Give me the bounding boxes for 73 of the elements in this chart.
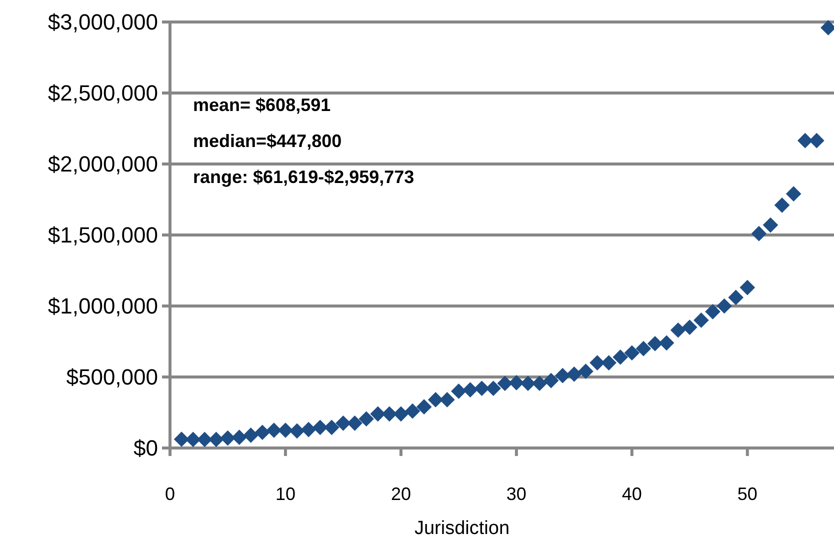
point bbox=[728, 290, 744, 306]
point bbox=[174, 432, 190, 447]
x-tick-label: 50 bbox=[737, 484, 758, 504]
point bbox=[416, 399, 432, 414]
y-tick-label: $1,500,000 bbox=[48, 222, 158, 248]
x-tick-label: 0 bbox=[164, 484, 176, 504]
point bbox=[324, 420, 340, 436]
point bbox=[266, 422, 282, 438]
point bbox=[370, 406, 386, 422]
point bbox=[254, 424, 270, 440]
point bbox=[520, 376, 536, 392]
y-tick-label: $2,000,000 bbox=[48, 152, 158, 177]
point bbox=[232, 430, 247, 446]
point bbox=[705, 304, 720, 320]
point bbox=[716, 298, 732, 314]
point bbox=[647, 336, 663, 352]
x-axis-title: Jurisdiction bbox=[414, 518, 510, 539]
x-tick-label: 10 bbox=[275, 484, 296, 504]
point bbox=[682, 320, 698, 335]
annotation: range: $61,619-$2,959,773 bbox=[193, 167, 414, 187]
point bbox=[451, 384, 466, 399]
y-tick-label: $500,000 bbox=[66, 364, 158, 390]
point bbox=[694, 312, 709, 328]
point bbox=[532, 376, 548, 392]
point bbox=[658, 335, 674, 351]
y-tick-label: $0 bbox=[134, 436, 158, 461]
point bbox=[289, 423, 305, 439]
point bbox=[670, 322, 686, 338]
point bbox=[497, 376, 513, 392]
point bbox=[428, 392, 444, 408]
point bbox=[393, 406, 409, 422]
point bbox=[578, 364, 594, 379]
point bbox=[358, 411, 374, 427]
point bbox=[243, 428, 259, 443]
y-tick-label: $2,500,000 bbox=[48, 80, 158, 106]
y-tick-label: $3,000,000 bbox=[48, 10, 158, 35]
x-tick-label: 40 bbox=[622, 484, 642, 504]
y-tick-label: $1,000,000 bbox=[48, 294, 158, 319]
point bbox=[786, 186, 802, 202]
point bbox=[347, 415, 362, 431]
point bbox=[809, 132, 824, 148]
x-tick-label: 20 bbox=[390, 484, 411, 504]
point bbox=[312, 420, 328, 436]
point bbox=[404, 403, 420, 419]
point bbox=[382, 406, 398, 422]
point bbox=[208, 432, 224, 448]
point bbox=[797, 132, 813, 148]
annotation: mean= $608,591 bbox=[193, 95, 331, 115]
point bbox=[624, 345, 640, 361]
point bbox=[762, 217, 778, 233]
x-tick-label: 30 bbox=[506, 484, 526, 504]
point bbox=[554, 368, 570, 384]
point bbox=[636, 340, 652, 356]
point bbox=[278, 422, 294, 438]
point bbox=[590, 355, 605, 370]
point bbox=[508, 375, 524, 390]
point bbox=[566, 366, 582, 382]
annotation: median=$447,800 bbox=[193, 131, 342, 151]
point bbox=[601, 355, 616, 370]
point bbox=[439, 392, 455, 408]
point bbox=[486, 380, 502, 396]
point bbox=[751, 226, 767, 242]
point bbox=[740, 280, 756, 296]
point bbox=[474, 380, 490, 396]
point bbox=[543, 372, 559, 388]
point bbox=[196, 432, 212, 448]
point bbox=[185, 432, 201, 448]
point bbox=[774, 198, 790, 213]
point bbox=[336, 415, 351, 431]
point bbox=[220, 430, 236, 446]
point bbox=[612, 349, 628, 365]
point bbox=[462, 382, 478, 398]
point bbox=[300, 422, 316, 438]
